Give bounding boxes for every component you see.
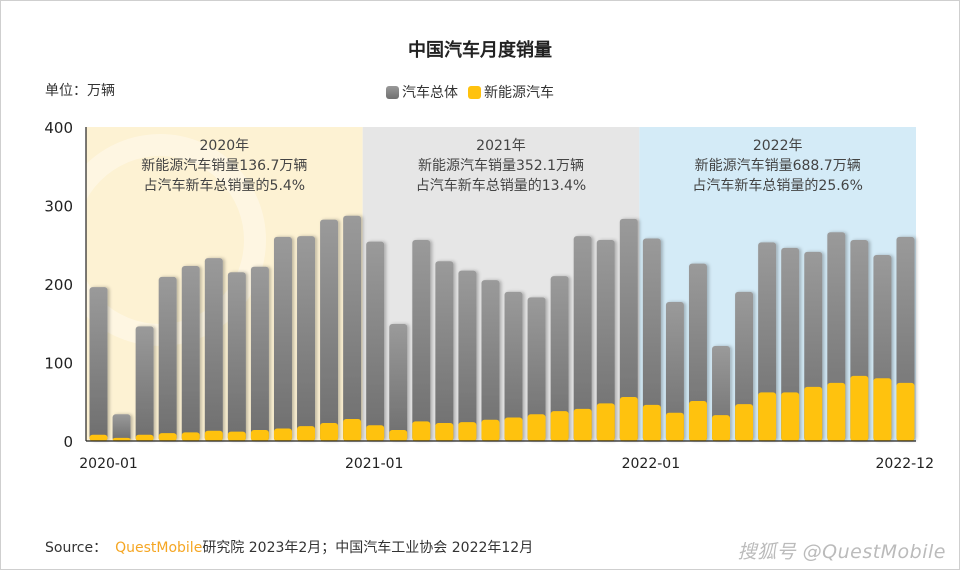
x-tick-label: 2022-01 [622, 456, 681, 472]
bar-nev [688, 400, 707, 441]
bar-nev [297, 426, 316, 441]
year-annotation-text: 占汽车新车总销量的5.4% [144, 177, 306, 194]
bar-total [320, 219, 339, 441]
year-annotation-text: 占汽车新车总销量的13.4% [416, 177, 586, 194]
bar-nev [204, 430, 223, 441]
bar-total [435, 261, 454, 441]
bar-total [389, 324, 408, 441]
bar-total [527, 297, 546, 441]
bar-total [112, 414, 131, 441]
bar-total [665, 302, 684, 441]
source-note: Source： QuestMobile研究院 2023年2月；中国汽车工业协会 2… [45, 540, 534, 556]
bar-nev [112, 437, 131, 441]
bar-nev [827, 382, 846, 441]
bar-nev [712, 415, 731, 441]
bar-nev [642, 404, 661, 441]
bar-total [135, 326, 154, 441]
bar-nev [804, 386, 823, 441]
bar-nev [873, 378, 892, 441]
bar-total [181, 265, 200, 441]
bar-nev [181, 432, 200, 441]
year-band [362, 127, 640, 441]
year-annotation-text: 新能源汽车销量688.7万辆 [695, 157, 861, 174]
bar-total [158, 276, 177, 441]
bar-total [412, 240, 431, 441]
x-tick-label: 2020-01 [79, 456, 138, 472]
bar-total [227, 272, 246, 441]
bar-nev [481, 419, 500, 441]
bar-nev [320, 422, 339, 441]
bar-nev [389, 430, 408, 441]
bar-total [596, 240, 615, 441]
bar-nev [458, 422, 477, 441]
bar-nev [735, 404, 754, 441]
bar-nev [273, 428, 292, 441]
bar-nev [596, 403, 615, 441]
bar-total [458, 270, 477, 441]
chart-title: 中国汽车月度销量 [408, 40, 552, 61]
year-annotation-text: 新能源汽车销量136.7万辆 [141, 157, 307, 174]
legend-swatch-total [386, 86, 399, 99]
bar-nev [665, 412, 684, 441]
y-tick-label: 0 [63, 433, 73, 451]
bar-nev [781, 392, 800, 441]
bar-total [366, 241, 385, 441]
bar-nev [435, 422, 454, 441]
unit-label: 单位：万辆 [45, 83, 115, 99]
bar-nev [227, 431, 246, 441]
bar-total [573, 236, 592, 441]
y-tick-label: 300 [44, 198, 73, 216]
bar-nev [412, 421, 431, 441]
year-annotation-text: 占汽车新车总销量的25.6% [692, 177, 862, 194]
bar-nev [850, 375, 869, 441]
year-annotation-text: 2020年 [200, 138, 250, 154]
bar-total [343, 215, 362, 441]
bar-nev [504, 417, 523, 441]
bar-total [273, 236, 292, 441]
x-tick-label: 2021-01 [345, 456, 404, 472]
bar-nev [343, 419, 362, 441]
legend-item-total: 汽车总体 [386, 82, 458, 102]
year-annotation-text: 2021年 [476, 138, 526, 154]
bar-nev [758, 392, 777, 441]
legend-swatch-nev [468, 86, 481, 99]
bar-total [89, 287, 108, 441]
y-tick-label: 400 [44, 119, 73, 137]
legend-item-nev: 新能源汽车 [468, 82, 554, 102]
bar-total [735, 291, 754, 441]
bar-total [204, 258, 223, 441]
bar-nev [573, 408, 592, 441]
bar-nev [366, 425, 385, 441]
bar-nev [135, 434, 154, 441]
y-tick-label: 200 [44, 276, 73, 294]
bar-nev [250, 430, 269, 441]
year-band [639, 127, 916, 441]
bar-nev [89, 434, 108, 441]
bar-total [758, 242, 777, 441]
bar-nev [158, 433, 177, 441]
bar-nev [896, 382, 915, 441]
bar-nev [550, 411, 569, 441]
bar-nev [527, 414, 546, 441]
bar-total [297, 236, 316, 441]
bar-total [250, 266, 269, 441]
watermark: 搜狐号 @QuestMobile [737, 541, 946, 563]
source-brand: QuestMobile [115, 540, 203, 556]
bar-nev [619, 397, 638, 441]
year-band [86, 127, 363, 441]
x-tick-label: 2022-12 [876, 456, 935, 472]
bar-total [504, 291, 523, 441]
legend: 汽车总体 新能源汽车 [386, 82, 554, 102]
bar-total [688, 263, 707, 441]
y-tick-label: 100 [44, 355, 73, 373]
year-annotation-text: 2022年 [753, 138, 803, 154]
bar-total [642, 238, 661, 441]
bar-total [550, 276, 569, 441]
bar-total [481, 280, 500, 441]
year-annotation-text: 新能源汽车销量352.1万辆 [418, 157, 584, 174]
bar-total [619, 218, 638, 441]
